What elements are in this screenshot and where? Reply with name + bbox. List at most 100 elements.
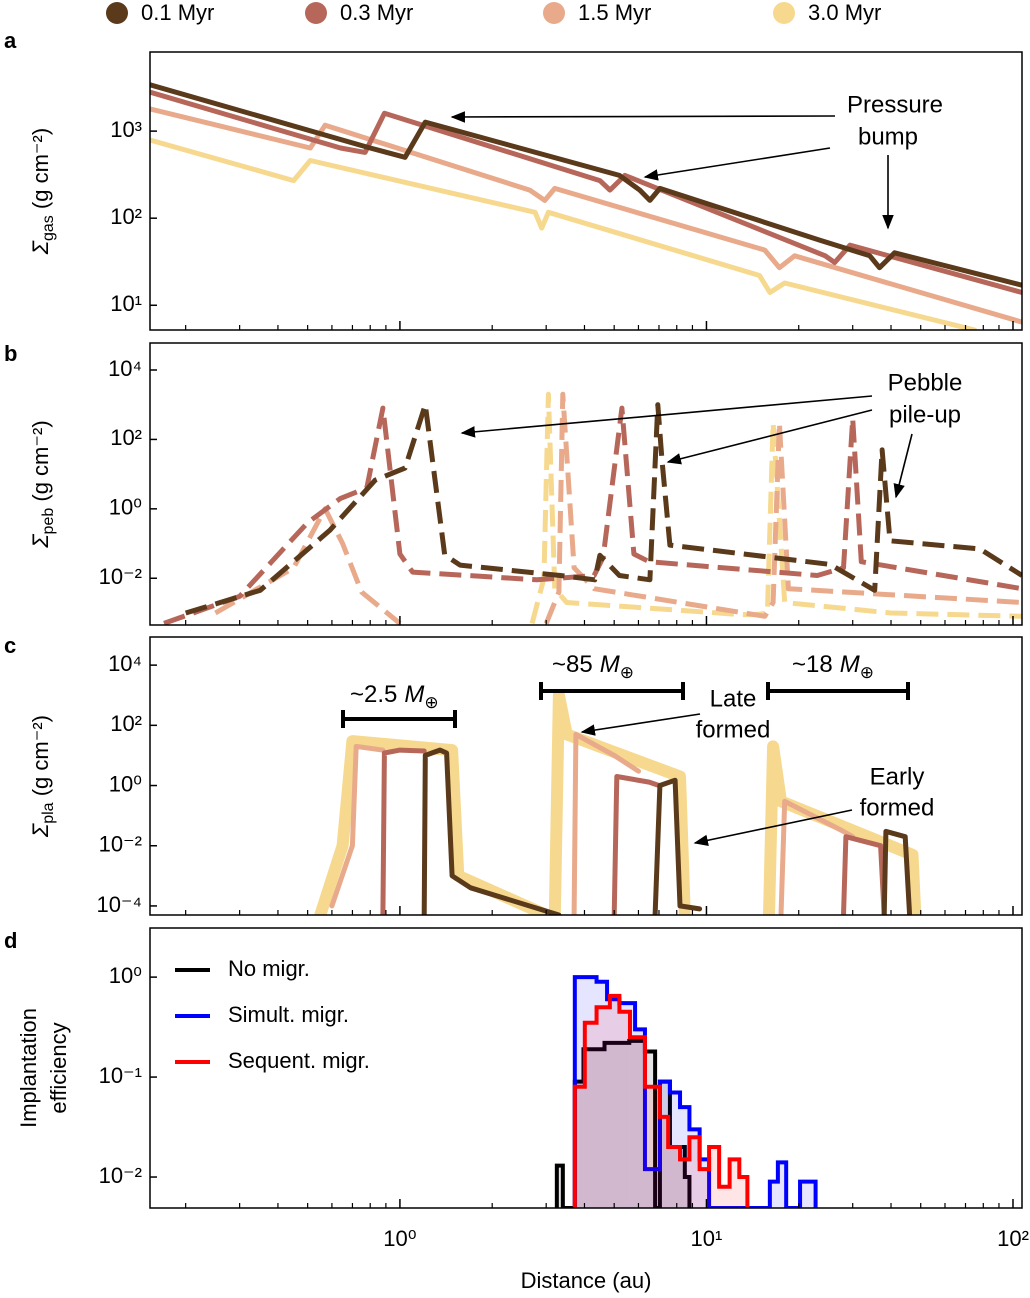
histogram-bar (629, 1040, 645, 1208)
histogram-bar (609, 995, 620, 1208)
arrow (580, 713, 701, 736)
y-axis-label: Σpeb (g cm⁻²) (28, 420, 57, 548)
mass-label: ~85 M⊕ (552, 651, 634, 682)
annotation: Pressure (847, 91, 943, 118)
histogram-bar (668, 1146, 681, 1208)
histogram-bar (619, 1003, 636, 1208)
histogram-bar (684, 1177, 690, 1208)
histogram-bar (629, 1037, 645, 1208)
mass-label: ~18 M⊕ (792, 651, 874, 682)
y-tick-label: 10⁻² (99, 564, 142, 589)
histogram-bar (689, 1129, 700, 1208)
panel-frame (149, 636, 1023, 916)
y-tick-label: 10⁰ (109, 963, 142, 988)
y-axis-label: efficiency (46, 1022, 71, 1113)
histogram-bar (699, 1169, 710, 1208)
y-label-symbol: Σ (28, 534, 53, 549)
annotation: formed (860, 794, 935, 821)
y-axis-label: Σpla (g cm⁻²) (28, 715, 57, 838)
histogram-bar (583, 1049, 605, 1208)
histogram-bar (596, 1007, 610, 1208)
y-axis-label: Σgas (g cm⁻²) (28, 128, 57, 255)
panel-label: a (4, 28, 17, 53)
series-line (150, 89, 1022, 295)
histogram-bar (689, 1137, 700, 1208)
legend-label: 3.0 Myr (808, 0, 881, 25)
panel-label: d (4, 928, 17, 953)
histogram-bar (556, 1165, 563, 1208)
y-label-subscript: pla (40, 802, 57, 823)
panel-frame (149, 342, 1023, 626)
x-tick-label: 10⁰ (383, 1226, 416, 1251)
annotation: Late (710, 685, 757, 712)
histogram-bar (659, 1081, 670, 1208)
annotation: formed (696, 716, 771, 743)
arrow (460, 395, 873, 438)
y-tick-label: 10⁻² (99, 1163, 142, 1188)
panel-label: c (4, 633, 16, 658)
histogram-bar (644, 1051, 656, 1208)
legend-label: 0.1 Myr (141, 0, 214, 25)
arrow (693, 809, 853, 846)
x-axis-label: Distance (au) (521, 1268, 652, 1293)
histogram-bar (769, 1181, 778, 1208)
histogram-bar (739, 1177, 748, 1208)
legend-label: No migr. (228, 956, 310, 981)
legend-label: Sequent. migr. (228, 1048, 370, 1073)
histogram-bar (635, 1029, 645, 1208)
plot-area (314, 689, 922, 915)
series-line (150, 137, 978, 330)
y-label-symbol: Σ (28, 240, 53, 255)
series-line (329, 731, 856, 915)
arrow (643, 147, 831, 181)
histogram-outline (572, 993, 750, 1208)
panel-frame (149, 927, 1023, 1209)
panel-frame (149, 51, 1023, 331)
y-label-subscript: gas (40, 215, 57, 241)
y-tick-label: 10⁰ (109, 495, 142, 520)
annotation: Pebble (888, 369, 963, 396)
legend-marker (106, 2, 128, 24)
arrow (450, 111, 836, 123)
arrow (666, 409, 873, 465)
histogram-bar (574, 1086, 585, 1208)
legend-label: 0.3 Myr (340, 0, 413, 25)
histogram-bar (659, 1081, 670, 1208)
panel-label: b (4, 341, 17, 366)
y-tick-label: 10⁻² (99, 832, 142, 857)
y-label-symbol: Σ (28, 823, 53, 838)
series-line (214, 391, 1022, 625)
histogram-bar (669, 1146, 685, 1208)
series-line (163, 405, 1022, 625)
y-tick-label: 10³ (110, 117, 142, 142)
histogram-outline (572, 975, 818, 1208)
series-line (314, 689, 922, 915)
histogram-bar (604, 1042, 630, 1208)
plot-area (554, 975, 818, 1208)
y-label-unit: (g cm⁻²) (28, 715, 53, 802)
histogram-bar (574, 1081, 584, 1208)
histogram-bar (584, 1022, 597, 1208)
histogram-bar (669, 1092, 681, 1208)
series-line (150, 106, 1022, 325)
y-tick-label: 10⁴ (108, 651, 142, 676)
legend-label: Simult. migr. (228, 1002, 349, 1027)
histogram-bar (729, 1159, 740, 1208)
histogram-bar (574, 977, 597, 1208)
y-tick-label: 10⁰ (109, 771, 142, 796)
series-line (150, 82, 1022, 288)
mass-bracket (341, 682, 910, 728)
histogram-bar (619, 1011, 630, 1208)
series-line (421, 747, 913, 915)
histogram-bar (699, 1159, 710, 1208)
y-tick-label: 10² (110, 711, 142, 736)
y-tick-label: 10² (110, 425, 142, 450)
y-tick-label: 10⁴ (108, 356, 142, 381)
legend-marker (305, 2, 327, 24)
y-tick-label: 10⁻¹ (99, 1063, 142, 1088)
x-tick-label: 10² (997, 1226, 1029, 1251)
legend-marker (543, 2, 565, 24)
histogram-bar (709, 1146, 720, 1208)
legend-label: 1.5 Myr (578, 0, 651, 25)
histogram-bar (777, 1162, 787, 1208)
